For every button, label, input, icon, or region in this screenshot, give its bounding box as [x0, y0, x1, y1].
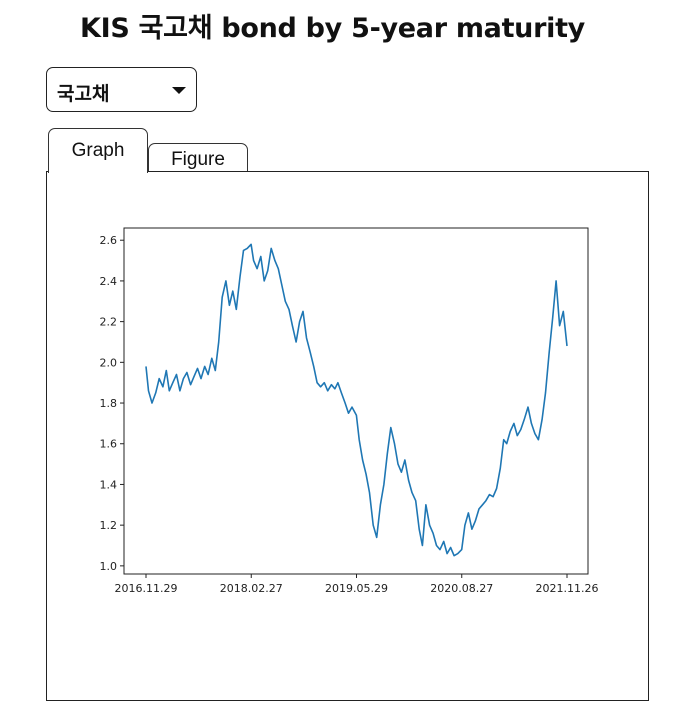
chevron-down-icon[interactable]: [172, 87, 186, 94]
plot-area-frame: [123, 227, 589, 575]
series-line: [145, 243, 568, 557]
x-tick-label: 2016.11.29: [115, 582, 178, 595]
tab-graph[interactable]: Graph: [48, 128, 148, 173]
line-chart: 1.01.21.41.61.82.02.22.42.6 2016.11.29 20…: [100, 227, 599, 595]
page-title: KIS 국고채 bond by 5-year maturity: [80, 13, 585, 44]
x-axis: 2016.11.29 2018.02.27 2019.05.29 2020.08.27…: [115, 574, 599, 595]
tab-content-panel: 1.0 1.2 1.4 1.6 1.8 2.0 2.2 2.4 2.6 2016.11.29 20…: [46, 171, 649, 701]
x-tick-label: 2021.11.26: [536, 582, 599, 595]
y-tick-label: 2.2: [100, 316, 118, 329]
y-tick-label: 2.0: [100, 356, 118, 369]
y-tick-label: 1.4: [100, 478, 118, 491]
y-tick-label: 2.6: [100, 234, 118, 247]
y-tick-label: 1.8: [100, 397, 118, 410]
y-tick-label: 1.6: [100, 438, 118, 451]
series-group: [145, 243, 568, 557]
x-tick-label: 2019.05.29: [325, 582, 388, 595]
active-tab-joiner: [49, 169, 147, 173]
x-tick-label: 2020.08.27: [430, 582, 493, 595]
dropdown-selected-value: 국고채: [57, 83, 110, 105]
tab-figure[interactable]: Figure: [148, 143, 248, 172]
x-tick-label: 2018.02.27: [220, 582, 283, 595]
y-tick-label: 1.2: [100, 519, 118, 532]
y-tick-label: 1.0: [100, 560, 118, 573]
bond-type-dropdown[interactable]: 국고채: [46, 67, 197, 112]
y-tick-label: 2.4: [100, 275, 118, 288]
y-axis: 1.0 1.2 1.4 1.6 1.8 2.0 2.2 2.4 2.6: [100, 234, 124, 573]
